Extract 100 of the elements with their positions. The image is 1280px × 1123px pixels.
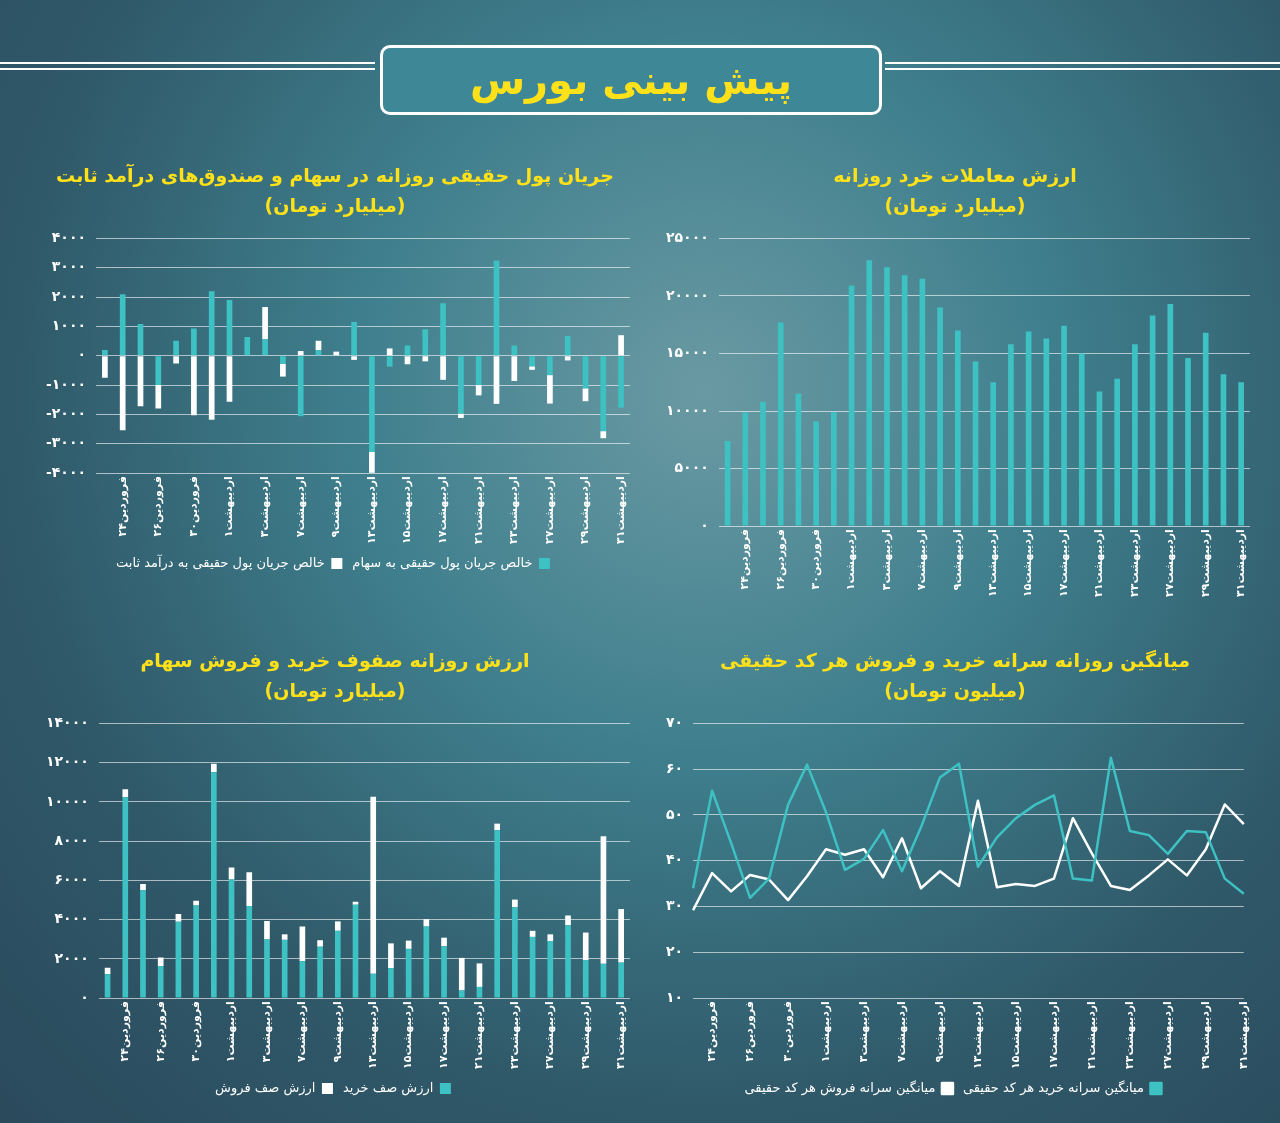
y-tick-label: ۲۰۰۰ (54, 949, 89, 966)
y-tick-label: ۱۰۰۰۰ (665, 401, 709, 418)
x-tick-label: اردیبهشت۳ (259, 1001, 273, 1063)
y-tick-label: -۴۰۰۰ (45, 463, 86, 480)
x-tick-label: اردیبهشت۳۱ (1236, 1001, 1250, 1070)
x-tick-label: اردیبهشت۳۱ (1234, 529, 1247, 598)
x-tick-label: فروردین۲۴ (704, 1001, 718, 1062)
x-tick-label: اردیبهشت۲۷ (1163, 529, 1177, 598)
x-tick-label: اردیبهشت۹ (329, 476, 343, 538)
y-tick-label: -۳۰۰۰ (45, 434, 86, 451)
y-tick-label: ۱۴۰۰۰ (45, 714, 89, 731)
y-tick-label: ۱۲۰۰۰ (45, 753, 89, 770)
x-tick-label: اردیبهشت۲۹ (1198, 1001, 1212, 1070)
x-tick-label: اردیبهشت۱۷ (1046, 1001, 1060, 1070)
x-tick-label: اردیبهشت۲۳ (507, 1001, 521, 1070)
x-tick-label: اردیبهشت۲۱ (1084, 1001, 1098, 1070)
x-tick-label: اردیبهشت۲۷ (542, 476, 556, 545)
y-tick-label: -۱۰۰۰ (45, 375, 86, 392)
x-tick-label: اردیبهشت۱ (224, 1001, 238, 1063)
x-tick-label: اردیبهشت۲۹ (578, 1001, 592, 1070)
y-tick-label: ۰ (700, 516, 709, 533)
x-tick-label: فروردین۳۰ (186, 476, 200, 537)
x-tick-label: اردیبهشت۱۷ (435, 476, 449, 545)
legend-label: ارزش صف خرید (342, 1079, 434, 1096)
chart-subtitle: (میلیارد تومان) (263, 193, 407, 219)
y-tick-label: ۴۰ (666, 851, 684, 868)
x-tick-label: اردیبهشت۱۳ (366, 1001, 380, 1070)
x-tick-label: اردیبهشت۳ (856, 1001, 870, 1063)
y-tick-label: ۳۰ (666, 897, 684, 914)
x-tick-label: اردیبهشت۷ (293, 476, 307, 538)
x-tick-label: فروردین۲۴ (738, 529, 752, 590)
x-tick-label: فروردین۳۰ (188, 1001, 202, 1062)
y-tick-label: ۳۰۰۰ (51, 258, 86, 275)
x-tick-label: اردیبهشت۲۹ (578, 476, 592, 545)
x-tick-label: اردیبهشت۱۵ (1021, 529, 1035, 598)
x-tick-label: فروردین۲۶ (742, 1001, 756, 1062)
x-tick-label: فروردین۲۶ (773, 529, 787, 590)
x-tick-label: اردیبهشت۱۳ (986, 529, 1000, 598)
y-tick-label: ۱۰۰۰۰ (45, 792, 89, 809)
x-tick-label: اردیبهشت۳۱ (614, 1001, 627, 1070)
x-tick-label: اردیبهشت۳ (257, 476, 271, 538)
y-tick-label: ۰ (80, 988, 89, 1005)
x-tick-label: اردیبهشت۱۷ (436, 1001, 450, 1070)
x-tick-label: اردیبهشت۲۱ (472, 1001, 486, 1070)
y-tick-label: ۸۰۰۰ (54, 831, 89, 848)
y-tick-label: ۲۵۰۰۰ (665, 229, 709, 246)
x-tick-label: اردیبهشت۷ (894, 1001, 908, 1063)
legend-label: خالص جریان پول حقیقی به سهام (352, 554, 533, 571)
y-tick-label: ۰ (77, 346, 86, 363)
chart-title: میانگین روزانه سرانه خرید و فروش هر کد حقیقی (719, 648, 1191, 674)
y-tick-label: ۲۰ (666, 942, 684, 959)
x-tick-label: اردیبهشت۱۳ (364, 476, 378, 545)
x-tick-label: اردیبهشت۱۵ (1008, 1001, 1022, 1070)
legend-label: ارزش صف فروش (215, 1079, 316, 1096)
chart-title: ارزش معاملات خرد روزانه (832, 163, 1078, 189)
x-tick-label: فروردین۳۰ (808, 529, 822, 590)
x-tick-label: اردیبهشت۱۵ (400, 476, 414, 545)
y-tick-label: -۲۰۰۰ (45, 405, 86, 422)
y-tick-label: ۶۰ (666, 759, 684, 776)
chart-title: ارزش روزانه صفوف خرید و فروش سهام (139, 648, 531, 674)
x-tick-label: اردیبهشت۷ (295, 1001, 309, 1063)
x-tick-label: اردیبهشت۲۷ (1160, 1001, 1174, 1070)
x-tick-label: اردیبهشت۹ (932, 1001, 946, 1063)
y-tick-label: ۱۰۰۰ (51, 317, 86, 334)
x-tick-label: اردیبهشت۲۷ (543, 1001, 557, 1070)
x-tick-label: اردیبهشت۹ (330, 1001, 344, 1063)
x-tick-label: اردیبهشت۷ (915, 529, 929, 591)
y-tick-label: ۴۰۰۰ (51, 229, 86, 246)
x-tick-label: فروردین۲۶ (153, 1001, 167, 1062)
legend-label: خالص جریان پول حقیقی به درآمد ثابت (116, 553, 325, 571)
x-tick-label: اردیبهشت۳۱ (613, 476, 627, 545)
x-tick-label: اردیبهشت۱ (818, 1001, 832, 1063)
x-tick-label: اردیبهشت۱ (844, 529, 858, 591)
x-tick-label: فروردین۳۰ (780, 1001, 794, 1062)
y-tick-label: ۵۰۰۰ (674, 459, 709, 476)
x-tick-label: اردیبهشت۲۱ (1092, 529, 1106, 598)
y-tick-label: ۲۰۰۰۰ (665, 286, 709, 303)
x-tick-label: اردیبهشت۱۵ (401, 1001, 415, 1070)
chart-title: جریان پول حقیقی روزانه در سهام و صندوق‌های درآمد ثابت (55, 163, 615, 189)
legend-label: میانگین سرانه خرید هر کد حقیقی (962, 1079, 1144, 1096)
chart-subtitle: (میلیارد تومان) (883, 193, 1027, 219)
x-tick-label: اردیبهشت۱ (222, 476, 236, 538)
y-tick-label: ۷۰ (666, 714, 684, 731)
x-tick-label: اردیبهشت۲۱ (471, 476, 485, 545)
x-tick-label: اردیبهشت۹ (950, 529, 964, 591)
x-tick-label: اردیبهشت۲۳ (507, 476, 521, 545)
chart-subtitle: (میلیون تومان) (883, 678, 1027, 704)
text: پیش بینی بورس (380, 45, 882, 115)
y-tick-label: ۴۰۰۰ (54, 910, 89, 927)
x-tick-label: اردیبهشت۲۳ (1127, 529, 1141, 598)
chart-subtitle: (میلیارد تومان) (263, 678, 407, 704)
x-tick-label: اردیبهشت۱۳ (970, 1001, 984, 1070)
legend-label: میانگین سرانه فروش هر کد حقیقی (744, 1079, 936, 1096)
y-tick-label: ۵۰ (666, 805, 684, 822)
x-tick-label: اردیبهشت۲۳ (1122, 1001, 1136, 1070)
y-tick-label: ۲۰۰۰ (51, 287, 86, 304)
x-tick-label: فروردین۲۴ (115, 476, 129, 537)
y-tick-label: ۱۵۰۰۰ (665, 344, 709, 361)
x-tick-label: فروردین۲۶ (151, 476, 165, 537)
x-tick-label: اردیبهشت۳ (879, 529, 893, 591)
